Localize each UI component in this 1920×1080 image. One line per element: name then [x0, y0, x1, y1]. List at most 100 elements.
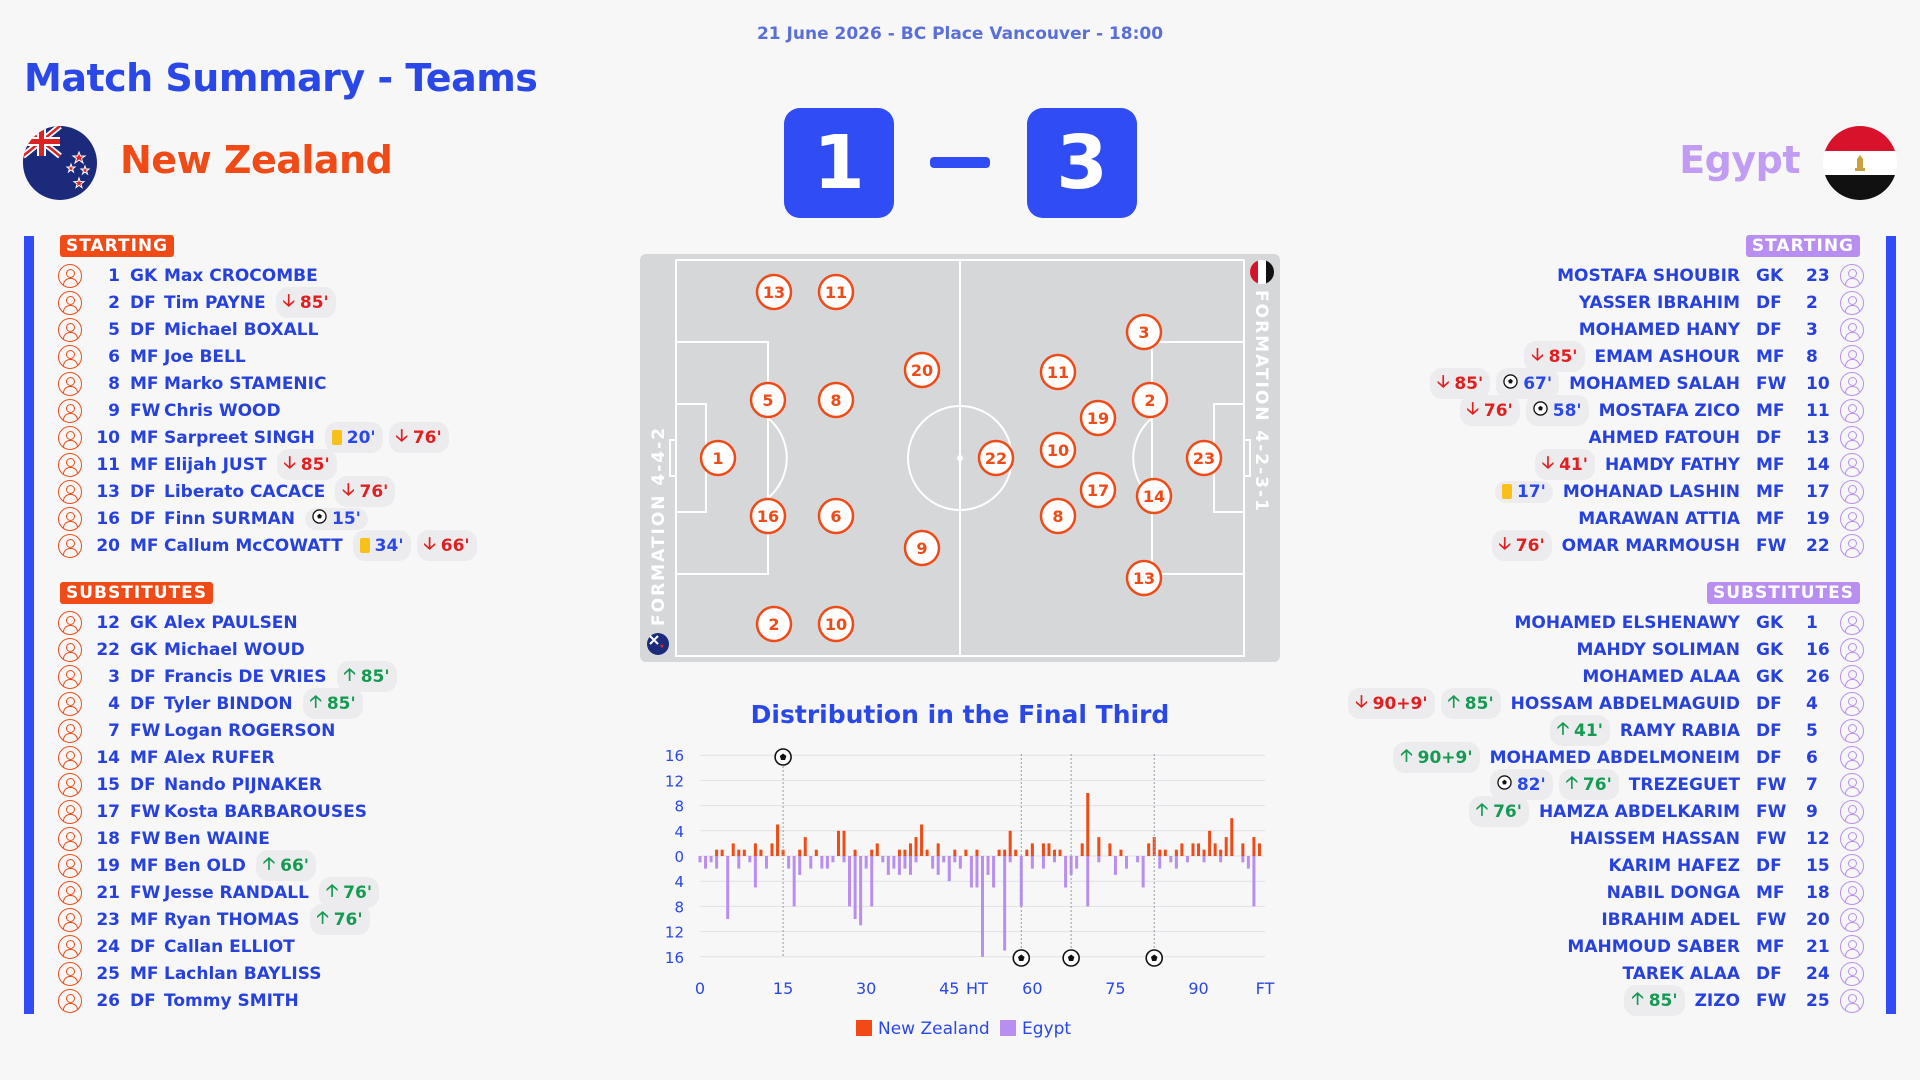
- player-row[interactable]: 4 DF HOSSAM ABDELMAGUID 🡡 85' 🡣 90+9': [1348, 688, 1864, 719]
- event-minute: 20': [346, 427, 376, 448]
- player-number: 2: [1806, 292, 1818, 313]
- x-tick-label: HT: [966, 979, 988, 998]
- player-position: DF: [1756, 319, 1782, 340]
- player-number: 6: [1806, 747, 1818, 768]
- chart-bar-home: [1003, 849, 1007, 856]
- pitch-player-home: 20: [903, 351, 941, 389]
- y-tick-label: 16: [665, 747, 684, 765]
- chart-bar-home: [1257, 843, 1261, 856]
- player-events: 34' 🡣 66': [352, 530, 477, 561]
- football-icon: [1533, 400, 1548, 421]
- player-row[interactable]: 8 MF EMAM ASHOUR 🡣 85': [1524, 341, 1864, 372]
- arrow-down-icon: 🡣: [1355, 692, 1368, 712]
- player-row[interactable]: 21 MF MAHMOUD SABER: [1567, 933, 1864, 960]
- pitch-player-number: 5: [762, 391, 773, 410]
- player-avatar-icon: [58, 371, 82, 396]
- player-row[interactable]: 22 GK Michael WOUD: [58, 636, 305, 663]
- player-row[interactable]: 1 GK MOHAMED ELSHENAWY: [1514, 609, 1864, 636]
- player-avatar-icon: [1840, 988, 1864, 1013]
- player-row[interactable]: 7 FW TREZEGUET 🡡 76' 82': [1489, 769, 1864, 800]
- player-row[interactable]: 4 DF Tyler BINDON 🡡 85': [58, 688, 363, 719]
- pitch-player-away: 11: [1039, 353, 1077, 391]
- player-row[interactable]: 24 DF Callan ELLIOT: [58, 933, 295, 960]
- player-row[interactable]: 5 DF Michael BOXALL: [58, 316, 318, 343]
- player-row[interactable]: 15 DF KARIM HAFEZ: [1608, 852, 1864, 879]
- player-row[interactable]: 23 MF Ryan THOMAS 🡡 76': [58, 904, 370, 935]
- player-row[interactable]: 3 DF MOHAMED HANY: [1579, 316, 1864, 343]
- player-row[interactable]: 12 GK Alex PAULSEN: [58, 609, 298, 636]
- player-name: Sarpreet SINGH: [164, 427, 315, 448]
- player-row[interactable]: 17 FW Kosta BARBAROUSES: [58, 798, 367, 825]
- player-row[interactable]: 1 GK Max CROCOMBE: [58, 262, 318, 289]
- player-row[interactable]: 6 MF Joe BELL: [58, 343, 246, 370]
- chart-bar-away: [1246, 856, 1250, 869]
- player-row[interactable]: 19 MF MARAWAN ATTIA: [1578, 505, 1864, 532]
- chart-bar-away: [1158, 856, 1162, 869]
- player-row[interactable]: 6 DF MOHAMED ABDELMONEIM 🡡 90+9': [1393, 742, 1864, 773]
- chart-bar-away: [936, 856, 940, 875]
- player-row[interactable]: 5 DF RAMY RABIA 🡡 41': [1549, 715, 1864, 746]
- sub-off-event: 🡣 76': [1459, 395, 1520, 426]
- sub-on-event: 🡡 76': [1558, 769, 1619, 800]
- player-avatar-icon: [1840, 799, 1864, 824]
- player-row[interactable]: 2 DF Tim PAYNE 🡣 85': [58, 287, 336, 318]
- chart-bar-away: [859, 856, 863, 926]
- player-avatar-icon: [58, 664, 82, 689]
- player-number: 20: [96, 535, 120, 556]
- player-position: DF: [130, 666, 156, 687]
- player-row[interactable]: 7 FW Logan ROGERSON: [58, 717, 335, 744]
- player-name: MOSTAFA SHOUBIR: [1557, 265, 1740, 286]
- player-row[interactable]: 16 DF Finn SURMAN 15': [58, 505, 368, 532]
- player-row[interactable]: 11 MF Elijah JUST 🡣 85': [58, 449, 337, 480]
- chart-bar-away: [1097, 856, 1101, 863]
- chart-bar-home: [1163, 849, 1167, 856]
- player-row[interactable]: 12 FW HAISSEM HASSAN: [1570, 825, 1864, 852]
- player-row[interactable]: 3 DF Francis DE VRIES 🡡 85': [58, 661, 397, 692]
- pitch-player-marker: [1135, 477, 1173, 515]
- player-row[interactable]: 20 MF Callum McCOWATT 34' 🡣 66': [58, 530, 477, 561]
- home-starting-header: STARTING: [60, 235, 175, 257]
- chart-bar-home: [759, 849, 763, 856]
- player-avatar-icon: [1840, 398, 1864, 423]
- player-row[interactable]: 9 FW Chris WOOD: [58, 397, 281, 424]
- player-row[interactable]: 17 MF MOHANAD LASHIN 17': [1494, 478, 1864, 505]
- player-avatar-icon: [1840, 637, 1864, 662]
- player-row[interactable]: 2 DF YASSER IBRAHIM: [1579, 289, 1864, 316]
- player-row[interactable]: 24 DF TAREK ALAA: [1622, 960, 1864, 987]
- player-number: 21: [96, 882, 120, 903]
- player-row[interactable]: 16 GK MAHDY SOLIMAN: [1576, 636, 1864, 663]
- player-avatar-icon: [58, 799, 82, 824]
- player-row[interactable]: 14 MF Alex RUFER: [58, 744, 275, 771]
- player-row[interactable]: 20 FW IBRAHIM ADEL: [1601, 906, 1864, 933]
- player-row[interactable]: 15 DF Nando PIJNAKER: [58, 771, 322, 798]
- player-row[interactable]: 14 MF HAMDY FATHY 🡣 41': [1534, 449, 1864, 480]
- player-avatar-icon: [1840, 826, 1864, 851]
- player-row[interactable]: 22 FW OMAR MARMOUSH 🡣 76': [1491, 530, 1864, 561]
- player-row[interactable]: 26 GK MOHAMED ALAA: [1582, 663, 1864, 690]
- player-avatar-icon: [58, 344, 82, 369]
- chart-bar-home: [842, 830, 846, 856]
- player-row[interactable]: 13 DF Liberato CACACE 🡣 76': [58, 476, 396, 507]
- player-name: NABIL DONGA: [1606, 882, 1740, 903]
- chart-bar-away: [1064, 856, 1068, 888]
- player-row[interactable]: 25 FW ZIZO 🡡 85': [1624, 985, 1864, 1016]
- player-row[interactable]: 10 MF Sarpreet SINGH 20' 🡣 76': [58, 422, 449, 453]
- chart-bar-away: [748, 856, 752, 863]
- player-row[interactable]: 25 MF Lachlan BAYLISS: [58, 960, 321, 987]
- player-row[interactable]: 18 MF NABIL DONGA: [1607, 879, 1864, 906]
- player-avatar-icon: [58, 961, 82, 986]
- player-row[interactable]: 9 FW HAMZA ABDELKARIM 🡡 76': [1468, 796, 1864, 827]
- y-tick-label: 8: [674, 898, 684, 916]
- player-avatar-icon: [58, 745, 82, 770]
- player-row[interactable]: 19 MF Ben OLD 🡡 66': [58, 850, 316, 881]
- player-row[interactable]: 11 MF MOSTAFA ZICO 58' 🡣 76': [1459, 395, 1864, 426]
- player-row[interactable]: 8 MF Marko STAMENIC: [58, 370, 326, 397]
- player-row[interactable]: 13 DF AHMED FATOUH: [1588, 424, 1864, 451]
- player-name: MOHANAD LASHIN: [1562, 481, 1740, 502]
- player-row[interactable]: 18 FW Ben WAINE: [58, 825, 270, 852]
- player-row[interactable]: 10 FW MOHAMED SALAH 67' 🡣 85': [1430, 368, 1864, 399]
- yellow-card-icon: [1501, 484, 1512, 499]
- player-row[interactable]: 23 GK MOSTAFA SHOUBIR: [1557, 262, 1864, 289]
- player-row[interactable]: 21 FW Jesse RANDALL 🡡 76': [58, 877, 380, 908]
- player-row[interactable]: 26 DF Tommy SMITH: [58, 987, 299, 1014]
